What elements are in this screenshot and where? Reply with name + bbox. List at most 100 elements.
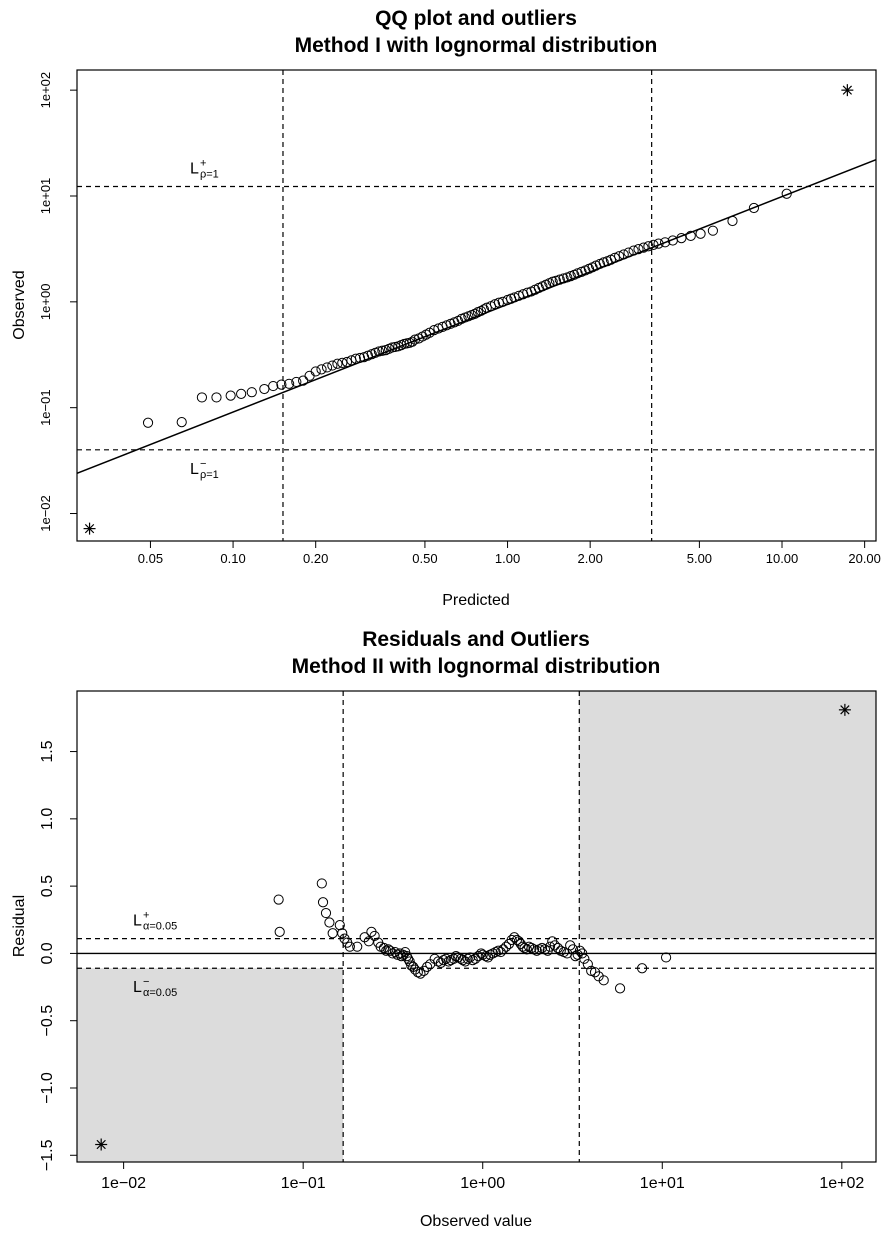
data-point: [274, 926, 285, 937]
data-point: [462, 953, 473, 964]
data-point: [685, 230, 696, 241]
data-point: [320, 907, 332, 919]
qq-plot-layers: [77, 70, 876, 541]
x-tick-label: 0.50: [412, 551, 437, 566]
data-point: [407, 336, 418, 347]
data-point: [498, 944, 509, 955]
qq-limit-labels: L +ρ=1L −ρ=1: [190, 157, 219, 480]
data-point: [259, 383, 270, 395]
data-point: [475, 305, 487, 317]
limit-label-letter: L: [133, 979, 142, 996]
y-tick-label: 1e+01: [38, 178, 53, 215]
data-point: [406, 960, 417, 971]
limit-label-subscript: α=0.05: [143, 921, 177, 933]
x-tick-label: 0.10: [220, 551, 245, 566]
data-point: [316, 364, 327, 375]
data-point: [341, 356, 353, 368]
data-point: [574, 945, 586, 956]
data-point: [478, 304, 489, 315]
qq-plot-frame: [76, 69, 877, 542]
x-tick-label: 1e+02: [819, 1175, 864, 1192]
data-point: [506, 934, 517, 946]
data-point: [593, 971, 604, 982]
data-point: [609, 252, 620, 264]
data-point: [487, 948, 499, 959]
data-point: [327, 928, 338, 939]
data-point: [628, 245, 639, 256]
data-point: [544, 941, 556, 952]
data-point: [273, 894, 284, 905]
residuals-chart: Residuals and Outliers Method II with lo…: [11, 628, 877, 1230]
y-tick-label: 1.0: [39, 808, 56, 830]
data-point: [438, 955, 449, 966]
residuals-chart-title: Residuals and Outliers: [362, 628, 590, 651]
data-point: [291, 376, 302, 388]
x-tick-label: 2.00: [578, 551, 603, 566]
outlier-point-1: [83, 522, 96, 535]
residuals-plot-layers: [77, 691, 876, 1162]
data-point: [523, 941, 535, 952]
outlier-point-2: [838, 703, 851, 716]
data-point: [633, 243, 644, 255]
data-point: [554, 274, 565, 285]
data-point: [464, 952, 476, 963]
y-tick-label: 1.5: [39, 740, 56, 762]
data-point: [579, 953, 590, 964]
data-point: [433, 956, 444, 967]
data-point: [409, 334, 421, 345]
data-point: [421, 961, 433, 972]
data-point: [396, 951, 407, 962]
data-point: [327, 360, 338, 371]
data-point: [485, 949, 496, 960]
residuals-x-axis: 1e−02 1e−01 1e+00 1e+01 1e+02: [101, 1162, 864, 1192]
shaded-region-2: [579, 691, 876, 939]
x-tick-label: 0.20: [303, 551, 328, 566]
limit-label-2: L −ρ=1: [190, 458, 219, 481]
data-point: [324, 917, 335, 928]
limit-label-superscript: −: [200, 458, 206, 470]
data-point: [236, 388, 247, 399]
data-point: [748, 202, 760, 214]
data-point: [577, 948, 588, 959]
data-point: [246, 387, 257, 398]
y-tick-label: 0.5: [39, 875, 56, 897]
limit-label-superscript: +: [200, 157, 206, 169]
data-point: [445, 955, 457, 966]
data-point: [707, 225, 719, 236]
data-point: [344, 941, 355, 952]
data-point: [225, 390, 236, 401]
data-point: [316, 878, 327, 889]
shaded-region-1: [77, 968, 344, 1162]
data-point: [354, 352, 366, 364]
data-point: [317, 897, 329, 908]
data-point: [373, 346, 385, 357]
data-point: [211, 392, 222, 403]
residuals-y-axis: −1.5 −1.0 −0.5 0.0 0.5 1.0 1.5: [39, 740, 77, 1171]
data-point: [614, 251, 625, 262]
limit-label-letter: L: [190, 461, 199, 478]
data-point: [412, 967, 423, 978]
limit-label-1: L +α=0.05: [133, 910, 177, 933]
data-point: [521, 944, 532, 955]
outlier-point-2: [841, 84, 854, 97]
x-tick-label: 1e−02: [101, 1175, 146, 1192]
qq-chart-title: QQ plot and outliers: [375, 7, 577, 30]
data-point: [727, 215, 738, 227]
data-point: [623, 247, 634, 258]
data-point: [648, 239, 659, 251]
data-point: [660, 952, 672, 963]
data-point: [526, 942, 537, 954]
data-point: [415, 968, 426, 979]
residuals-y-axis-label: Residual: [11, 895, 28, 957]
x-tick-label: 0.05: [138, 551, 163, 566]
data-point: [142, 417, 154, 428]
data-point: [501, 941, 512, 952]
limit-label-letter: L: [133, 913, 142, 930]
data-point: [402, 953, 414, 964]
x-tick-label: 10.00: [766, 551, 799, 566]
data-point: [337, 357, 348, 368]
y-tick-label: −1.0: [39, 1072, 56, 1104]
data-point: [473, 951, 484, 962]
data-point: [534, 944, 545, 955]
data-point: [176, 417, 187, 428]
